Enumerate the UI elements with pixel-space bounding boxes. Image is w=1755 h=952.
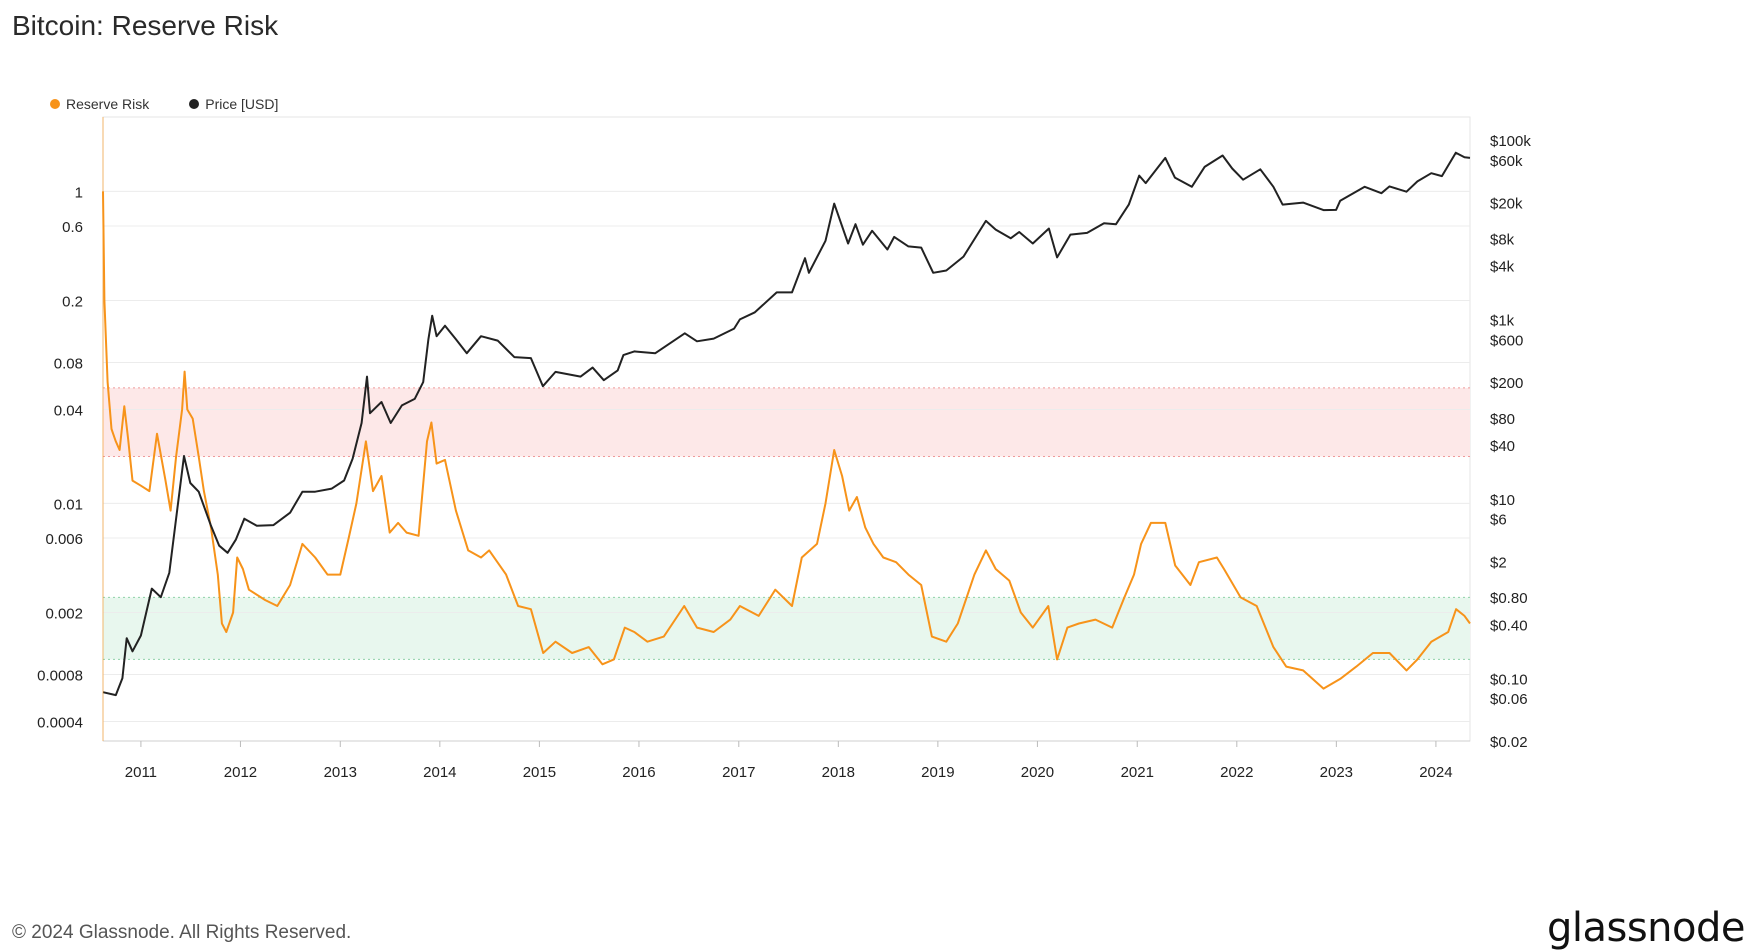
x-tick-label: 2022 [1220,764,1253,781]
price-line [102,151,1471,697]
right-tick-label: $100k [1490,133,1531,150]
copyright-text: © 2024 Glassnode. All Rights Reserved. [12,922,352,943]
right-tick-label: $0.40 [1490,617,1528,634]
right-tick-label: $600 [1490,332,1523,349]
left-tick-label: 0.0004 [37,715,83,732]
left-tick-label: 0.08 [54,356,83,373]
right-tick-label: $2 [1490,555,1507,572]
right-tick-label: $40 [1490,438,1515,455]
left-tick-label: 0.0008 [37,668,83,685]
legend: Reserve Risk Price [USD] [50,96,278,112]
right-tick-label: $6 [1490,512,1507,529]
right-tick-label: $80 [1490,411,1515,428]
right-tick-label: $0.10 [1490,671,1528,688]
glassnode-logo[interactable]: glassnode [1546,905,1746,951]
legend-dot-price [189,99,200,109]
right-tick-label: $60k [1490,153,1523,170]
legend-dot-reserve-risk [50,99,60,109]
x-tick-label: 2011 [125,764,157,781]
legend-item-price[interactable]: Price [USD] [189,96,278,112]
right-tick-label: $0.80 [1490,590,1528,607]
legend-label-reserve-risk: Reserve Risk [66,96,150,112]
low-risk-zone [103,597,1470,660]
right-tick-label: $0.02 [1490,734,1528,751]
left-tick-label: 0.04 [54,403,83,420]
x-tick-label: 2021 [1121,764,1154,781]
left-tick-label: 0.006 [45,531,83,548]
x-tick-label: 2015 [523,764,556,781]
chart-title: Bitcoin: Reserve Risk [12,10,279,41]
x-tick-label: 2013 [324,764,357,781]
reserve-risk-line [102,191,1471,690]
x-tick-label: 2014 [423,764,456,781]
x-tick-label: 2012 [224,764,257,781]
right-tick-label: $1k [1490,312,1515,329]
left-tick-label: 1 [75,184,83,201]
right-tick-label: $4k [1490,258,1515,275]
x-tick-label: 2019 [921,764,954,781]
left-tick-label: 0.002 [45,605,83,622]
right-tick-label: $0.06 [1490,691,1528,708]
x-tick-label: 2024 [1419,764,1452,781]
x-tick-label: 2017 [722,764,755,781]
right-tick-label: $10 [1490,492,1515,509]
x-tick-label: 2016 [622,764,655,781]
left-tick-label: 0.2 [62,293,83,310]
high-risk-zone [103,387,1470,457]
left-tick-label: 0.6 [62,219,83,236]
right-tick-label: $200 [1490,375,1523,392]
x-tick-label: 2018 [822,764,855,781]
legend-label-price: Price [USD] [205,96,279,112]
right-tick-label: $20k [1490,196,1523,213]
legend-item-reserve-risk[interactable]: Reserve Risk [50,96,149,112]
x-tick-label: 2020 [1021,764,1054,781]
x-tick-label: 2023 [1320,764,1353,781]
left-tick-label: 0.01 [54,496,83,513]
right-tick-label: $8k [1490,231,1515,248]
